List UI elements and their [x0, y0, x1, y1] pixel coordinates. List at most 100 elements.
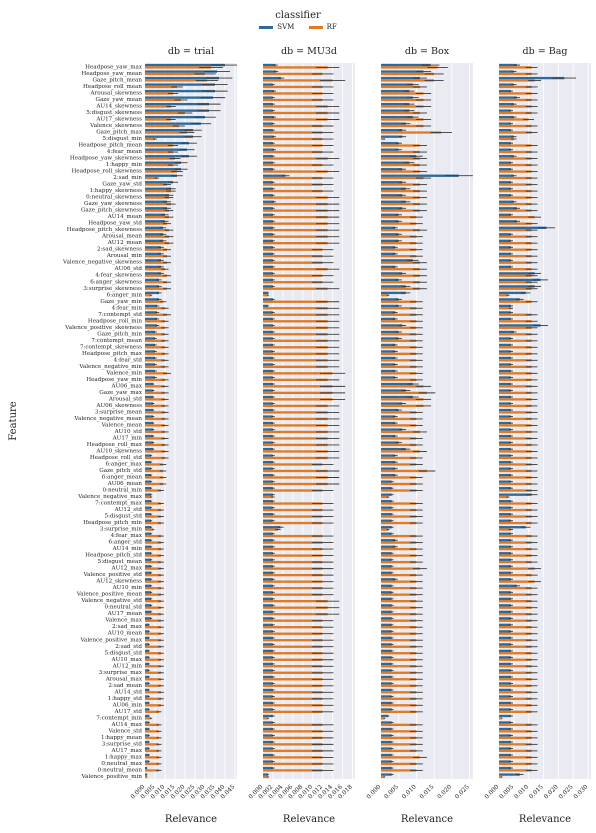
bar-rf [263, 417, 328, 421]
bar-svm [499, 96, 517, 99]
bar-rf [145, 66, 211, 69]
bar-rf [145, 287, 167, 290]
bar-rf [263, 606, 328, 609]
bar-svm [381, 174, 459, 177]
bar-rf [263, 560, 323, 564]
bar-rf [381, 717, 385, 720]
bar-svm [145, 343, 155, 347]
bar-rf [263, 209, 328, 212]
x-tick-label: 0.015 [418, 783, 435, 800]
bar-svm [263, 552, 273, 555]
feature-label: Valence_positive_max [79, 637, 142, 643]
bar-rf [499, 287, 532, 290]
bar-rf [381, 144, 420, 147]
bar-rf [499, 489, 532, 492]
bar-svm [145, 441, 153, 444]
bar-rf [381, 508, 417, 512]
bar-svm [381, 363, 396, 366]
bar-rf [499, 183, 532, 186]
feature-label: Headpose_roll_max [87, 442, 143, 448]
feature-label: AU06_min [112, 702, 143, 708]
bar-rf [145, 593, 161, 596]
bar-svm [381, 454, 396, 457]
feature-label: 6:anger_mean [102, 475, 143, 481]
bar-svm [263, 148, 274, 151]
bar-rf [499, 339, 532, 342]
bar-rf [145, 476, 163, 479]
bar-rf [381, 307, 417, 310]
panel-title: db = MU3d [281, 46, 337, 57]
bar-rf [381, 730, 417, 733]
bar-rf [381, 150, 420, 154]
bar-rf [381, 417, 417, 421]
bar-rf [381, 372, 417, 375]
bar-rf [263, 613, 328, 616]
bar-rf [263, 580, 323, 583]
bar-svm [263, 63, 276, 67]
bar-rf [381, 482, 417, 486]
bar-rf [145, 547, 161, 551]
bar-svm [499, 701, 511, 705]
bar-rf [145, 704, 161, 707]
bar-rf [263, 762, 323, 766]
feature-label: Gaze_yaw_skewness [84, 201, 142, 207]
bar-svm [499, 740, 511, 744]
panel-title: db = Box [405, 46, 450, 57]
feature-label: 7:contempt_mean [91, 338, 142, 344]
bar-svm [145, 682, 149, 685]
bar-svm [499, 467, 511, 470]
bar-rf [381, 476, 417, 479]
bar-rf [381, 704, 417, 707]
bar-rf [499, 547, 532, 551]
bar-svm [499, 487, 511, 490]
bar-rf [381, 131, 442, 134]
bar-rf [145, 456, 165, 460]
feature-label: 4:fear_mean [107, 149, 143, 155]
feature-label: Valence_negative_min [78, 364, 142, 370]
bar-rf [381, 92, 424, 95]
bar-svm [381, 773, 392, 776]
bar-rf [381, 183, 420, 186]
bar-svm [263, 356, 273, 360]
bar-rf [381, 235, 417, 238]
bar-svm [145, 291, 159, 295]
bar-rf [499, 456, 532, 460]
bar-svm [263, 500, 273, 503]
bar-rf [145, 176, 157, 180]
bar-svm [381, 102, 410, 106]
bar-rf [499, 573, 532, 577]
bar-rf [263, 326, 328, 329]
bar-rf [381, 98, 424, 102]
bar-svm [145, 246, 161, 249]
bar-rf [499, 580, 535, 583]
bar-svm [145, 539, 151, 542]
bar-svm [381, 695, 392, 698]
bar-rf [381, 450, 420, 453]
bar-rf [499, 482, 532, 486]
bar-svm [499, 220, 517, 223]
feature-label: AU17_skewness [95, 117, 142, 123]
bar-rf [381, 215, 417, 219]
bar-rf [499, 658, 532, 661]
bar-rf [145, 72, 205, 76]
bar-svm [499, 63, 517, 67]
bar-rf [145, 255, 167, 258]
bar-rf [499, 163, 532, 167]
bar-rf [499, 268, 532, 271]
bar-svm [499, 493, 532, 496]
feature-label: Headpose_roll_min [88, 318, 143, 324]
bar-rf [145, 365, 165, 369]
bar-rf [499, 723, 532, 727]
bar-rf [145, 710, 159, 713]
bar-rf [263, 632, 323, 635]
feature-label: 3:surprise_std [102, 741, 143, 747]
bar-svm [263, 213, 273, 216]
feature-label: 6:anger_std [109, 540, 143, 546]
feature-label: Headpose_pitch_max [82, 351, 143, 357]
bar-svm [381, 142, 399, 145]
bar-svm [499, 102, 514, 106]
bar-rf [499, 684, 532, 687]
bar-svm [263, 330, 273, 334]
bar-rf [381, 613, 417, 616]
bar-svm [381, 428, 403, 431]
